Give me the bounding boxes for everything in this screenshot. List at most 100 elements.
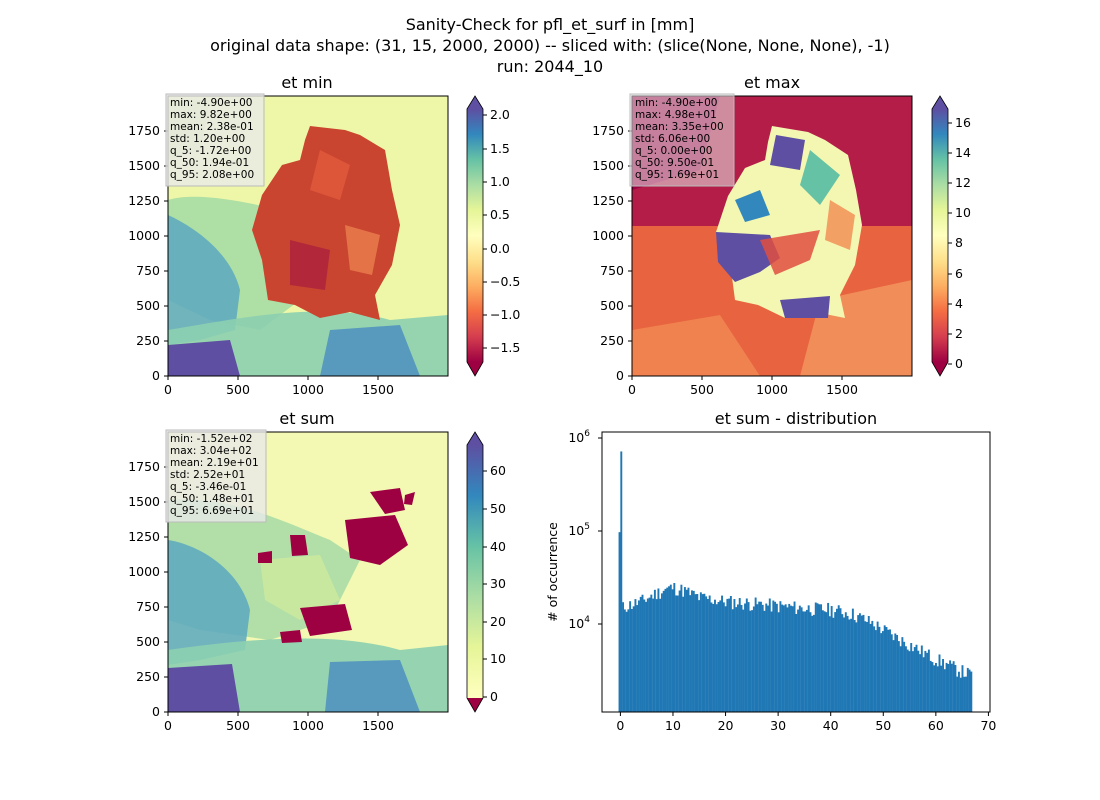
stat-mean: mean: 3.35e+00 [635, 121, 724, 133]
histogram-bar [798, 605, 801, 712]
stat-mean: mean: 2.19e+01 [170, 457, 259, 469]
histogram-bar [627, 609, 630, 712]
histogram-bar [620, 451, 623, 712]
colorbar-tick-label: 2 [955, 326, 963, 341]
stat-q5: q_5: -1.72e+00 [170, 145, 251, 157]
histogram-bars [618, 451, 973, 712]
histogram-bar [632, 606, 635, 712]
histogram-bar [740, 604, 743, 712]
histogram-bar [742, 609, 745, 712]
colorbar-tick-label: 16 [955, 115, 971, 130]
histogram-bar [883, 625, 886, 712]
histogram-bar [765, 603, 768, 712]
colorbar-tick-label: 0.0 [490, 241, 510, 256]
histogram-bar [712, 603, 715, 712]
histogram-bar [825, 612, 828, 712]
histogram-bar [726, 598, 729, 712]
histogram-bar [692, 590, 695, 712]
y-tick-label: 1500 [128, 494, 160, 509]
histogram-bar [630, 609, 633, 712]
y-axis: 0 250 500 750 1000 1250 1500 1750 [592, 123, 632, 383]
histogram-bar [851, 608, 854, 712]
histogram-bar [744, 603, 746, 712]
histogram-bar [818, 604, 821, 712]
stat-max: max: 4.98e+01 [635, 109, 717, 121]
histogram-bar [968, 669, 971, 712]
histogram-bar [943, 669, 946, 712]
histogram-bar [945, 662, 948, 712]
histogram-bar [844, 612, 847, 712]
y-tick-label: 750 [136, 263, 160, 278]
histogram-bar [881, 631, 884, 712]
histogram-bar [892, 640, 895, 712]
histogram-bar [795, 613, 798, 712]
panel-et-sum: et sum 0 500 1000 1500 [128, 409, 506, 733]
x-axis: 0 500 1000 1500 [164, 376, 394, 397]
histogram-bar [887, 629, 890, 712]
histogram-bar [641, 594, 644, 712]
histogram-bar [912, 651, 914, 712]
x-tick-label: 70 [980, 718, 996, 733]
y-axis: 0 250 500 750 1000 1250 1500 1750 [128, 123, 168, 383]
histogram-bar [782, 605, 785, 712]
histogram-bar [793, 601, 796, 712]
histogram-bar [963, 676, 966, 712]
histogram-bar [938, 654, 941, 712]
histogram-bar [896, 634, 899, 712]
y-tick-label: 0 [152, 368, 160, 383]
colorbar-tick-label: 8 [955, 235, 963, 250]
x-tick-label: 500 [226, 382, 250, 397]
stat-std: std: 1.20e+00 [170, 133, 245, 145]
stats-box: min: -1.52e+02 max: 3.04e+02 mean: 2.19e… [165, 429, 267, 523]
histogram-bar [747, 602, 750, 712]
stat-max: max: 9.82e+00 [170, 109, 252, 121]
histogram-bar [689, 595, 692, 712]
stat-q5: q_5: 0.00e+00 [635, 145, 712, 157]
stat-q5: q_5: -3.46e-01 [170, 481, 246, 493]
x-tick-label: 30 [770, 718, 786, 733]
histogram-bar [699, 592, 702, 712]
panel-title: et max [744, 73, 800, 92]
histogram-bar [855, 622, 858, 712]
stat-q50: q_50: 1.94e-01 [170, 157, 249, 169]
histogram-bar [890, 634, 893, 712]
stat-min: min: -4.90e+00 [170, 97, 252, 109]
histogram-bar [701, 594, 704, 712]
stat-std: std: 6.06e+00 [635, 133, 710, 145]
histogram-bar [655, 599, 658, 712]
histogram-bar [664, 588, 667, 712]
x-axis: 0 10 20 30 40 50 60 70 [616, 712, 996, 733]
y-axis-label: # of occurrence [545, 522, 560, 622]
histogram-bar [809, 612, 812, 712]
histogram-bar [949, 660, 952, 712]
histogram-bar [767, 605, 769, 712]
y-tick-label: 1000 [128, 228, 160, 243]
y-tick-label: 1500 [592, 158, 624, 173]
histogram-bar [830, 606, 833, 712]
stat-min: min: -1.52e+02 [170, 433, 252, 445]
histogram-bar [913, 647, 916, 712]
histogram-bar [961, 665, 964, 712]
y-tick-label: 500 [136, 634, 160, 649]
colorbar-tick-label: 4 [955, 296, 963, 311]
x-tick-label: 0 [164, 718, 172, 733]
histogram-bar [966, 667, 969, 712]
histogram-bar [956, 676, 959, 712]
histogram-bar [927, 649, 930, 712]
histogram-bar [781, 604, 784, 712]
histogram-bar [894, 633, 897, 712]
histogram-bar [639, 596, 642, 712]
histogram-bar [698, 600, 701, 712]
histogram-bar [936, 666, 939, 712]
histogram-bar [954, 665, 957, 712]
figure-title-line-1: Sanity-Check for pfl_et_surf in [mm] [406, 15, 695, 35]
colorbar-tick-label: 30 [490, 576, 506, 591]
histogram-bar [738, 598, 741, 712]
histogram-bar [786, 607, 789, 712]
histogram-bar [929, 660, 932, 712]
y-tick-label: 750 [136, 599, 160, 614]
histogram-bar [903, 641, 906, 712]
histogram-bar [722, 602, 725, 712]
histogram-bar [751, 610, 754, 712]
histogram-bar [970, 671, 973, 712]
